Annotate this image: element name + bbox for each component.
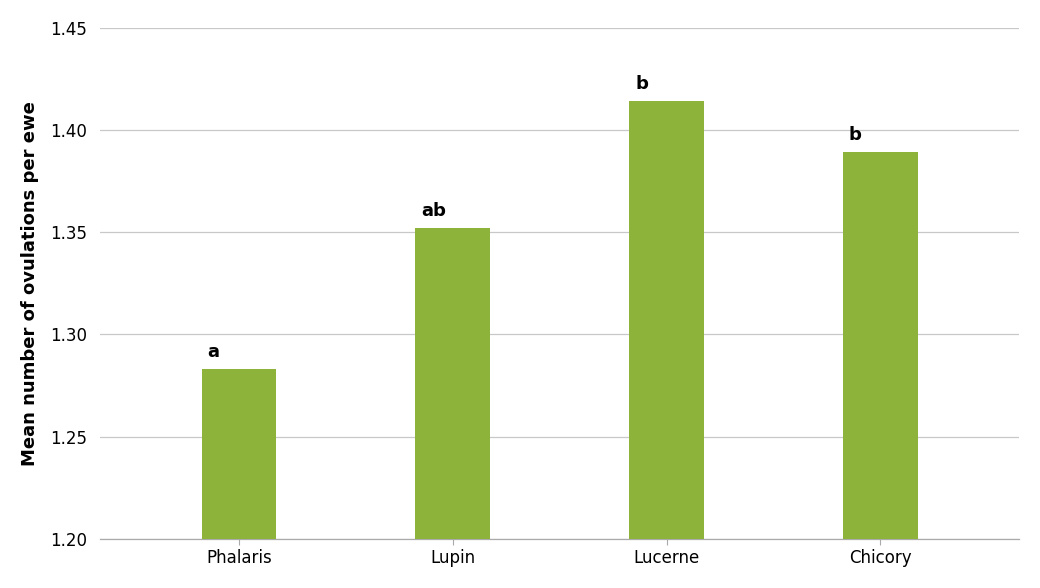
Bar xyxy=(415,228,490,539)
Text: b: b xyxy=(635,75,648,93)
Text: a: a xyxy=(208,343,219,361)
Bar xyxy=(202,369,277,539)
Bar xyxy=(629,101,704,539)
Text: b: b xyxy=(849,126,862,144)
Text: ab: ab xyxy=(421,202,446,220)
Y-axis label: Mean number of ovulations per ewe: Mean number of ovulations per ewe xyxy=(21,101,38,466)
Bar xyxy=(842,152,917,539)
